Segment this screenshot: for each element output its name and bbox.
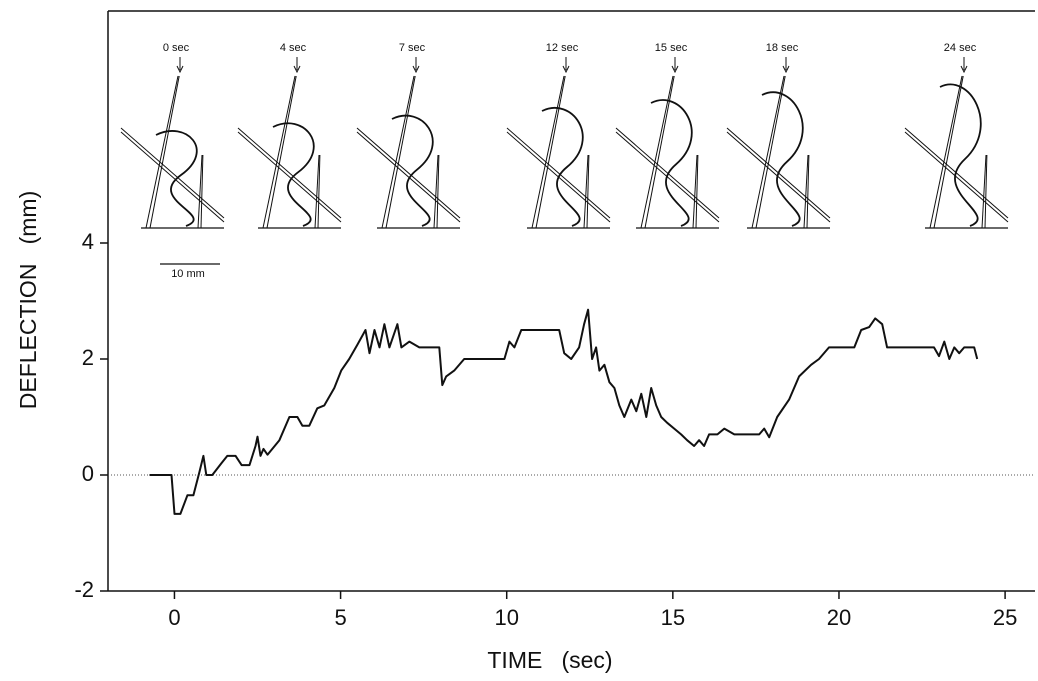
needle [933,75,964,229]
rod [237,131,342,223]
needle [385,75,416,229]
rod [237,127,342,219]
inset-sketch: 12 sec [506,42,611,229]
arrow-head [782,65,790,74]
inset-label: 15 sec [655,42,688,54]
x-axis-title: TIME (sec) [487,647,612,673]
trace [149,308,979,515]
rod [726,131,831,223]
needle [644,75,675,229]
filament [155,130,198,227]
x-tick-label: 20 [827,605,851,630]
x-tick-label: 0 [168,605,180,630]
x-tick-label: 10 [494,605,518,630]
needle [929,75,963,229]
needle [262,75,296,229]
inset-label: 7 sec [399,42,426,54]
inset-label: 4 sec [280,42,307,54]
filament [761,91,804,227]
inset-sketch: 7 sec [356,42,461,229]
arrow-head [412,65,420,74]
y-tick-label: 2 [82,345,94,370]
inset-sketch: 18 sec [726,42,831,229]
rod [615,127,720,219]
rod [120,131,225,223]
x-tick-label: 15 [661,605,685,630]
needle [433,154,439,229]
arrow-head [176,65,184,74]
filament [939,83,982,227]
y-tick-label: 0 [82,461,94,486]
needle [586,154,590,229]
arrow-head [671,65,679,74]
needle [381,75,415,229]
needle [531,75,565,229]
needle [755,75,786,229]
y-axis-title: DEFLECTION (mm) [15,191,41,410]
inset-label: 24 sec [944,42,977,54]
needle [984,154,988,229]
inset-sketch: 4 sec [237,42,342,229]
y-tick-label: -2 [74,577,94,602]
arrow-head [960,65,968,74]
arrow-head [562,65,570,74]
needle [535,75,566,229]
needle [583,154,589,229]
filament [272,122,315,227]
needle [803,154,809,229]
needle [981,154,987,229]
needle [197,154,203,229]
rod [904,131,1009,223]
inset-label: 0 sec [163,42,190,54]
needle [314,154,320,229]
filament [650,99,693,227]
needle [149,75,180,229]
needle [266,75,297,229]
needle [436,154,440,229]
rod [356,127,461,219]
needle [317,154,321,229]
inset-sketch: 15 sec [615,42,720,229]
arrow-head [293,65,301,74]
needle [640,75,674,229]
rod [356,131,461,223]
needle [200,154,204,229]
x-tick-label: 5 [334,605,346,630]
needle [751,75,785,229]
filament [541,107,584,227]
rod [506,127,611,219]
needle [806,154,810,229]
needle [145,75,179,229]
filament [391,114,434,227]
needle [695,154,699,229]
x-tick-label: 25 [993,605,1017,630]
y-tick-label: 4 [82,229,94,254]
inset-label: 18 sec [766,42,799,54]
inset-label: 12 sec [546,42,579,54]
needle [692,154,698,229]
rod [120,127,225,219]
inset-sketch: 0 sec [120,42,225,229]
scale-bar-label: 10 mm [171,268,205,280]
inset-sketch: 24 sec [904,42,1009,229]
